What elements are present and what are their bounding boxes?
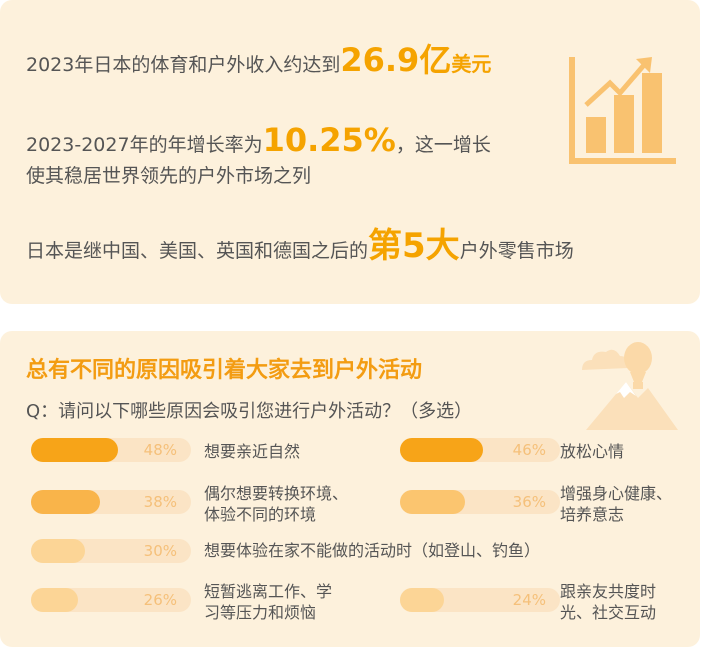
bar-label-line: 体验不同的环境 — [204, 505, 317, 524]
bar-percent: 46% — [512, 441, 546, 459]
bar-fill — [400, 490, 465, 514]
bar-percent: 26% — [143, 591, 177, 609]
stat-rank-text: 日本是继中国、美国、英国和德国之后的 — [26, 240, 369, 262]
stat-rank: 日本是继中国、美国、英国和德国之后的第5大户外零售市场 — [26, 229, 574, 266]
bar-label: 想要体验在家不能做的活动时（如登山、钓鱼） — [204, 540, 540, 561]
bar-fill — [400, 438, 483, 462]
bar-label-line: 放松心情 — [560, 442, 625, 461]
stat-growth-value: 10.25% — [262, 121, 396, 159]
bar-fill — [31, 490, 100, 514]
bar-track: 48% — [31, 438, 191, 462]
bar-track: 24% — [400, 588, 560, 612]
stat-revenue-unit: 美元 — [451, 52, 492, 76]
bar-label: 跟亲友共度时 光、社交互动 — [560, 581, 656, 623]
bar-fill — [31, 539, 85, 563]
mountain-balloon-icon — [582, 342, 678, 430]
bar-label-line: 增强身心健康、 — [560, 484, 673, 503]
bar-label-line: 习等压力和烦恼 — [204, 603, 317, 622]
bar-label-line: 光、社交互动 — [560, 603, 657, 622]
bar-label-line: 培养意志 — [560, 505, 625, 524]
bar-track: 36% — [400, 490, 560, 514]
bar-track: 30% — [31, 539, 191, 563]
bar-percent: 38% — [143, 493, 177, 511]
stat-revenue-text: 2023年日本的体育和户外收入约达到 — [26, 54, 341, 76]
survey-title: 总有不同的原因吸引着大家去到户外活动 — [26, 358, 423, 383]
stat-growth-suffix: ，这一增长 — [395, 134, 491, 156]
bar-label: 放松心情 — [560, 441, 624, 462]
bar-label: 想要亲近自然 — [204, 441, 300, 462]
bar-track: 26% — [31, 588, 191, 612]
stat-growth-text: 2023-2027年的年增长率为 — [26, 134, 263, 156]
bar-label-line: 想要体验在家不能做的活动时（如登山、钓鱼） — [204, 541, 541, 560]
bar-track: 38% — [31, 490, 191, 514]
bar-percent: 36% — [512, 493, 546, 511]
bar-fill — [400, 588, 444, 612]
bar-fill — [31, 438, 118, 462]
growth-chart-icon — [569, 57, 676, 164]
bar-label: 偶尔想要转换环境、 体验不同的环境 — [204, 483, 348, 525]
stat-growth-line2: 使其稳居世界领先的户外市场之列 — [26, 165, 312, 187]
bar-label-line: 偶尔想要转换环境、 — [204, 484, 349, 503]
bar-label: 增强身心健康、 培养意志 — [560, 483, 672, 525]
stat-rank-value: 第5大 — [368, 226, 460, 266]
stat-revenue-value: 26.9亿 — [340, 41, 452, 79]
stats-card — [0, 0, 700, 304]
bar-percent: 48% — [143, 441, 177, 459]
bar-percent: 30% — [143, 542, 177, 560]
bar-label: 短暂逃离工作、学 习等压力和烦恼 — [204, 581, 332, 623]
bar-percent: 24% — [512, 591, 546, 609]
stat-growth: 2023-2027年的年增长率为10.25%，这一增长 — [26, 124, 491, 160]
bar-track: 46% — [400, 438, 560, 462]
stat-rank-suffix: 户外零售市场 — [459, 240, 574, 262]
survey-question: Q：请问以下哪些原因会吸引您进行户外活动？（多选） — [26, 401, 473, 422]
bar-label-line: 跟亲友共度时 — [560, 582, 657, 601]
bar-label-line: 想要亲近自然 — [204, 442, 301, 461]
bar-label-line: 短暂逃离工作、学 — [204, 582, 333, 601]
bar-fill — [31, 588, 78, 612]
stat-revenue: 2023年日本的体育和户外收入约达到26.9亿美元 — [26, 44, 492, 80]
